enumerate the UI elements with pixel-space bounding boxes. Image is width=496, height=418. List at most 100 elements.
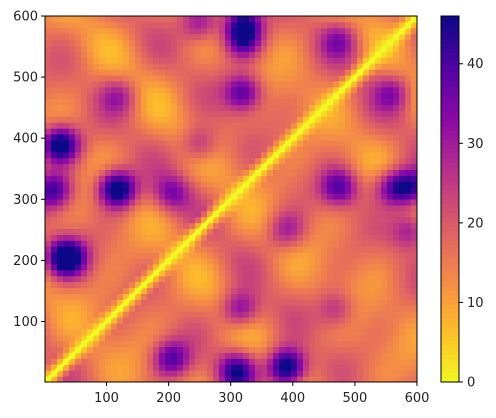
heatmap-cell <box>405 258 412 265</box>
heatmap-cell <box>243 340 250 348</box>
heatmap-cell <box>345 246 352 253</box>
heatmap-cell <box>231 258 238 265</box>
heatmap-cell <box>297 287 304 294</box>
heatmap-cell <box>249 269 256 277</box>
heatmap-cell <box>357 222 364 230</box>
heatmap-cell <box>261 346 268 353</box>
heatmap-cell <box>141 193 148 200</box>
heatmap-cell <box>165 370 172 377</box>
heatmap-cell <box>51 228 58 235</box>
heatmap-cell <box>111 222 118 230</box>
heatmap-cell <box>189 98 196 106</box>
heatmap-cell <box>255 234 262 241</box>
heatmap-cell <box>99 317 106 324</box>
heatmap-cell <box>309 98 316 106</box>
heatmap-cell <box>255 216 262 224</box>
heatmap-cell <box>105 139 112 147</box>
heatmap-cell <box>345 157 352 165</box>
heatmap-cell <box>165 175 172 182</box>
heatmap-cell <box>123 199 130 206</box>
heatmap-cell <box>189 340 196 348</box>
heatmap-cell <box>213 145 220 153</box>
heatmap-cell <box>159 252 166 259</box>
heatmap-cell <box>381 258 388 265</box>
heatmap-cell <box>45 151 52 159</box>
heatmap-cell <box>309 33 316 41</box>
heatmap-cell <box>117 187 124 194</box>
heatmap-cell <box>99 328 106 336</box>
heatmap-cell <box>381 80 388 88</box>
heatmap-cell <box>231 281 238 289</box>
heatmap-cell <box>171 234 178 241</box>
heatmap-cell <box>141 204 148 212</box>
heatmap-cell <box>225 370 232 377</box>
heatmap-cell <box>243 16 250 23</box>
heatmap-cell <box>357 116 364 123</box>
heatmap-cell <box>165 322 172 330</box>
heatmap-cell <box>207 157 214 165</box>
heatmap-cell <box>399 39 406 47</box>
heatmap-cell <box>285 151 292 159</box>
heatmap-cell <box>237 98 244 106</box>
heatmap-cell <box>387 246 394 253</box>
heatmap-cell <box>117 311 124 318</box>
heatmap-cell <box>249 252 256 259</box>
heatmap-cell <box>159 69 166 76</box>
heatmap-cell <box>309 246 316 253</box>
heatmap-cell <box>189 139 196 147</box>
heatmap-cell <box>345 45 352 52</box>
heatmap-cell <box>99 299 106 306</box>
heatmap-cell <box>387 352 394 359</box>
heatmap-cell <box>327 163 334 170</box>
heatmap-cell <box>255 16 262 23</box>
heatmap-cell <box>303 80 310 88</box>
heatmap-cell <box>411 122 418 129</box>
heatmap-cell <box>399 69 406 76</box>
heatmap-cell <box>189 116 196 123</box>
heatmap-cell <box>159 187 166 194</box>
heatmap-cell <box>327 364 334 371</box>
heatmap-cell <box>195 187 202 194</box>
heatmap-cell <box>333 210 340 218</box>
heatmap-cell <box>315 328 322 336</box>
heatmap-cell <box>81 204 88 212</box>
heatmap-cell <box>189 376 196 383</box>
heatmap-cell <box>273 92 280 100</box>
heatmap-cell <box>87 110 94 117</box>
heatmap-cell <box>243 269 250 277</box>
heatmap-cell <box>45 116 52 123</box>
heatmap-cell <box>63 322 70 330</box>
heatmap-cell <box>387 258 394 265</box>
heatmap-cell <box>87 370 94 377</box>
heatmap-cell <box>147 63 154 70</box>
heatmap-cell <box>273 311 280 318</box>
heatmap-cell <box>333 63 340 70</box>
heatmap-cell <box>135 86 142 94</box>
heatmap-cell <box>345 352 352 359</box>
heatmap-cell <box>393 134 400 141</box>
colorbar-segment <box>441 231 459 237</box>
heatmap-cell <box>375 104 382 111</box>
heatmap-cell <box>63 104 70 111</box>
heatmap-cell <box>135 317 142 324</box>
heatmap-cell <box>231 187 238 194</box>
heatmap-cell <box>237 181 244 188</box>
heatmap-cell <box>111 139 118 147</box>
heatmap-cell <box>291 139 298 147</box>
heatmap-cell <box>51 175 58 182</box>
heatmap-cell <box>219 216 226 224</box>
heatmap-cell <box>333 98 340 106</box>
heatmap-cell <box>411 98 418 106</box>
heatmap-cell <box>183 252 190 259</box>
heatmap-cell <box>405 340 412 348</box>
heatmap-cell <box>273 376 280 383</box>
heatmap-cell <box>219 370 226 377</box>
heatmap-cell <box>93 134 100 141</box>
heatmap-cell <box>297 346 304 353</box>
heatmap-cell <box>141 98 148 106</box>
heatmap-cell <box>309 263 316 271</box>
heatmap-cell <box>201 169 208 176</box>
heatmap-cell <box>297 122 304 129</box>
heatmap-cell <box>141 33 148 41</box>
heatmap-cell <box>351 258 358 265</box>
